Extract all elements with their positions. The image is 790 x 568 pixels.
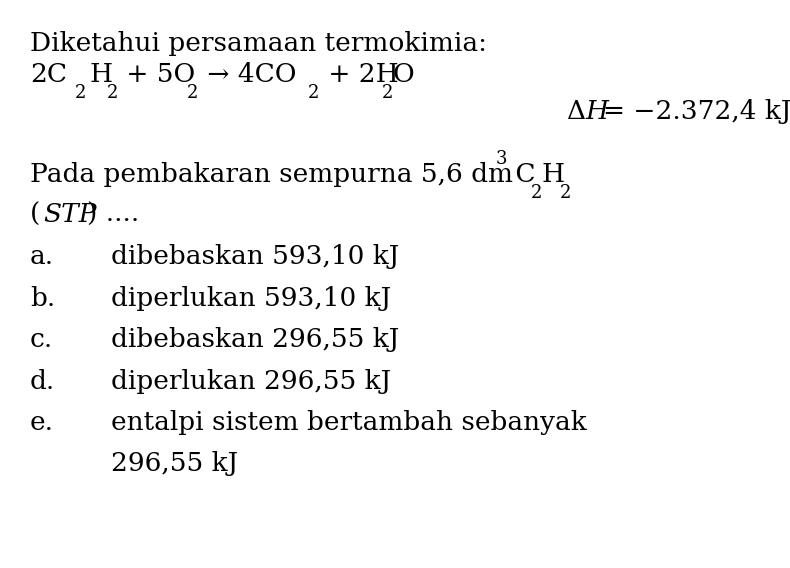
Text: dibebaskan 296,55 kJ: dibebaskan 296,55 kJ	[111, 327, 399, 352]
Text: Pada pembakaran sempurna 5,6 dm: Pada pembakaran sempurna 5,6 dm	[30, 162, 513, 187]
Text: C: C	[507, 162, 536, 187]
Text: 2: 2	[75, 84, 86, 102]
Text: + 2H: + 2H	[320, 62, 399, 87]
Text: H: H	[585, 99, 608, 124]
Text: 2: 2	[187, 84, 198, 102]
Text: + 5O: + 5O	[118, 62, 196, 87]
Text: = −2.372,4 kJ: = −2.372,4 kJ	[603, 99, 790, 124]
Text: 296,55 kJ: 296,55 kJ	[111, 452, 238, 477]
Text: 2: 2	[308, 84, 319, 102]
Text: dibebaskan 593,10 kJ: dibebaskan 593,10 kJ	[111, 244, 399, 269]
Text: 2: 2	[382, 84, 393, 102]
Text: ) ....: ) ....	[87, 202, 139, 227]
Text: b.: b.	[30, 286, 55, 311]
Text: 2: 2	[107, 84, 118, 102]
Text: a.: a.	[30, 244, 55, 269]
Text: d.: d.	[30, 369, 55, 394]
Text: Diketahui persamaan termokimia:: Diketahui persamaan termokimia:	[30, 31, 487, 56]
Text: diperlukan 593,10 kJ: diperlukan 593,10 kJ	[111, 286, 391, 311]
Text: 2C: 2C	[30, 62, 67, 87]
Text: 3: 3	[496, 149, 508, 168]
Text: H: H	[89, 62, 112, 87]
Text: Δ: Δ	[567, 99, 586, 124]
Text: STP: STP	[43, 202, 97, 227]
Text: entalpi sistem bertambah sebanyak: entalpi sistem bertambah sebanyak	[111, 410, 586, 435]
Text: c.: c.	[30, 327, 53, 352]
Text: → 4CO: → 4CO	[199, 62, 296, 87]
Text: 2: 2	[531, 183, 542, 202]
Text: H: H	[542, 162, 565, 187]
Text: diperlukan 296,55 kJ: diperlukan 296,55 kJ	[111, 369, 391, 394]
Text: O: O	[393, 62, 415, 87]
Text: (: (	[30, 202, 40, 227]
Text: 2: 2	[559, 183, 570, 202]
Text: e.: e.	[30, 410, 54, 435]
